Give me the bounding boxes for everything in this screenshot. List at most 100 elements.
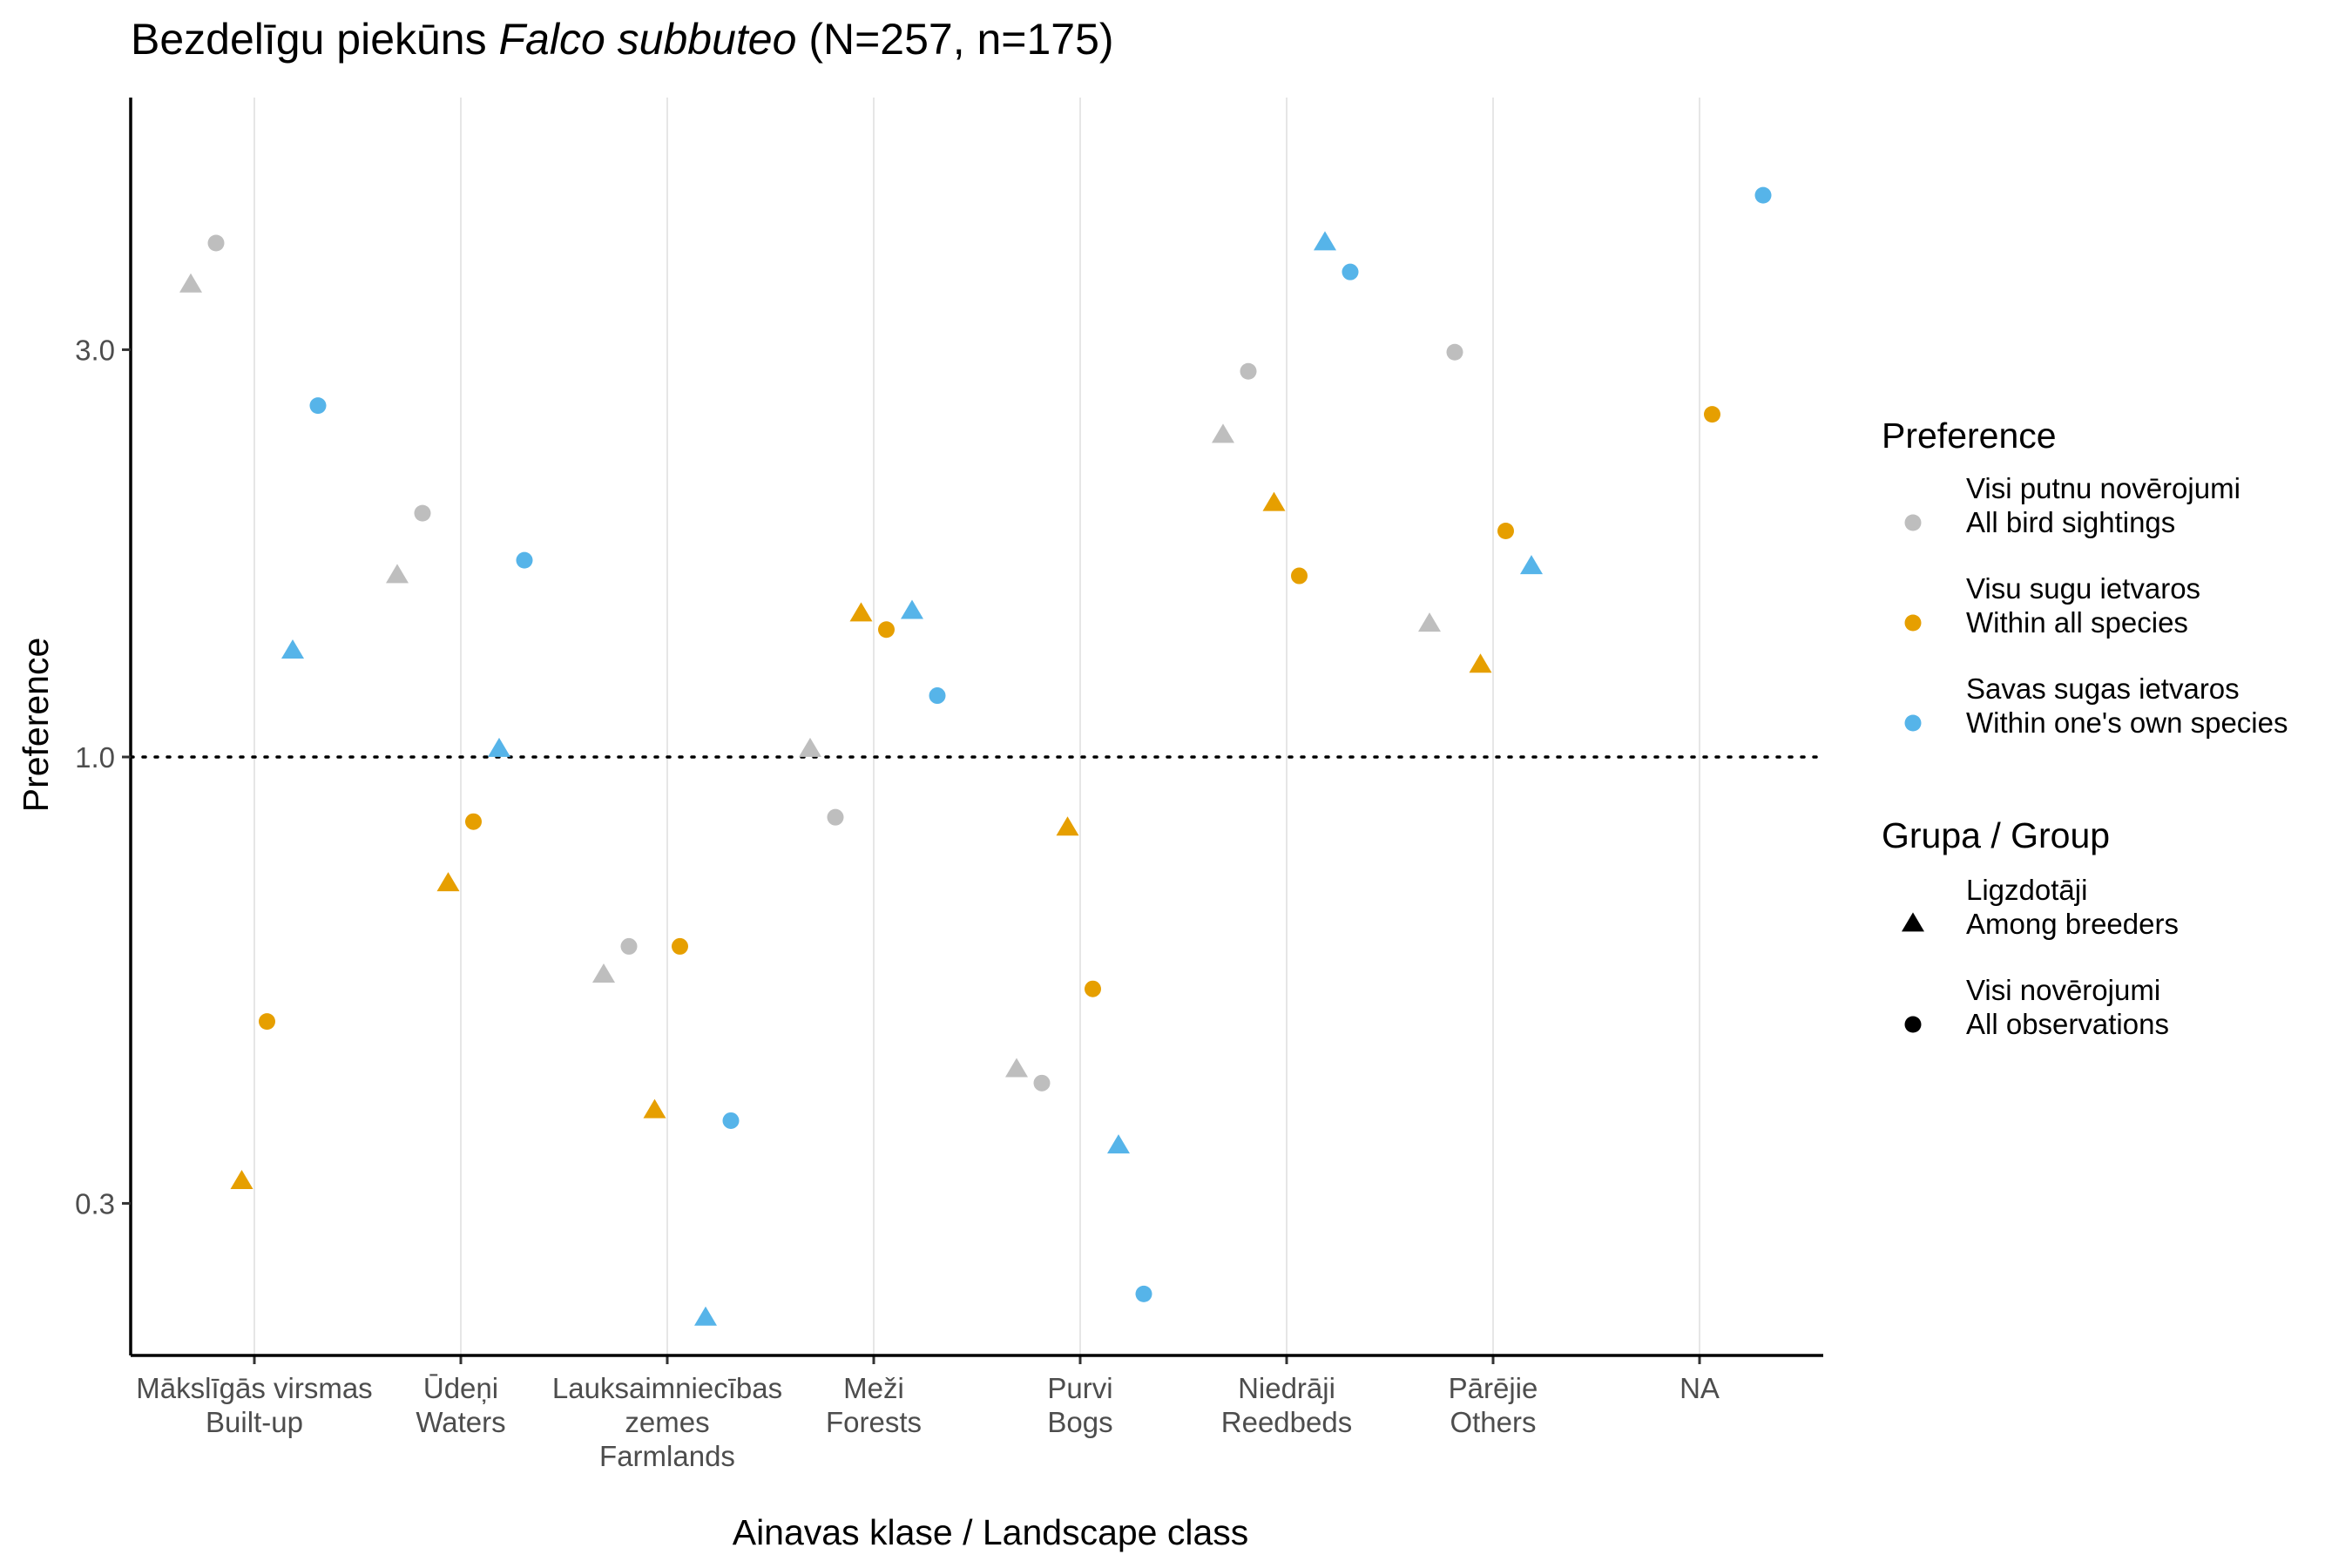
data-point-all_birds-all_obs-waters (414, 504, 431, 522)
legend-title-preference: Preference (1882, 416, 2057, 456)
legend-label-line: Visi novērojumi (1966, 974, 2160, 1006)
legend-key-own_species (1904, 714, 1922, 732)
legend-label-all_birds: Visi putnu novērojumi All bird sightings (1966, 472, 2240, 538)
data-point-own_species-breeders-reedbeds (1314, 231, 1336, 251)
data-point-all_birds-all_obs-farmlands (620, 937, 638, 955)
legend-label-line: Visu sugu ietvaros (1966, 572, 2200, 605)
data-point-all_species-breeders-builtup (230, 1169, 253, 1189)
legend-label-line: Savas sugas ietvaros (1966, 672, 2240, 705)
data-point-own_species-all_obs-na (1754, 186, 1772, 204)
x-tick-label-line: Lauksaimniecības (552, 1372, 782, 1404)
x-tick-label-line: Others (1450, 1406, 1536, 1438)
data-point-own_species-all_obs-reedbeds (1342, 263, 1359, 280)
data-point-all_species-all_obs-forests (878, 621, 895, 639)
data-point-all_species-all_obs-bogs (1085, 980, 1101, 997)
x-tick-label-bogs: Purvi Bogs (1047, 1372, 1112, 1438)
legend-key-all_birds (1904, 514, 1922, 531)
data-point-all_birds-all_obs-others (1446, 343, 1463, 361)
legend-label-line: All bird sightings (1966, 506, 2175, 538)
x-axis-title: Ainavas klase / Landscape class (733, 1512, 1249, 1552)
x-tick-label-line: Built-up (206, 1406, 303, 1438)
data-point-all_species-breeders-others (1469, 653, 1492, 673)
data-point-all_species-all_obs-farmlands (672, 937, 688, 955)
data-point-own_species-all_obs-waters (516, 551, 533, 569)
legend-label-line: Visi putnu novērojumi (1966, 472, 2240, 504)
data-point-own_species-all_obs-forests (929, 687, 946, 705)
x-tick-label-waters: Ūdeņi Waters (416, 1372, 505, 1438)
data-point-all_birds-breeders-bogs (1005, 1058, 1028, 1078)
legend-key-all_obs (1904, 1016, 1922, 1033)
x-tick-label-line: Bogs (1047, 1406, 1112, 1438)
data-point-own_species-breeders-forests (901, 599, 923, 619)
legend-label-line: All observations (1966, 1008, 2169, 1040)
x-tick-label-line: Waters (416, 1406, 505, 1438)
x-tick-label-line: Mākslīgās virsmas (136, 1372, 372, 1404)
x-tick-label-reedbeds: Niedrāji Reedbeds (1221, 1372, 1352, 1438)
axes-layer: Mākslīgās virsmas Built-up Ūdeņi Waters Lauk… (75, 98, 1823, 1472)
data-point-all_birds-breeders-builtup (179, 273, 202, 293)
x-tick-label-line: Ūdeņi (423, 1372, 498, 1404)
y-axis-title: Preference (16, 638, 56, 813)
legend-label-line: Ligzdotāji (1966, 874, 2087, 906)
data-point-all_species-breeders-reedbeds (1262, 491, 1286, 511)
x-tick-label-line: Niedrāji (1238, 1372, 1335, 1404)
x-tick-label-line: Meži (843, 1372, 904, 1404)
legend-label-own_species: Savas sugas ietvaros Within one's own spe… (1966, 672, 2288, 739)
data-point-own_species-breeders-farmlands (694, 1306, 717, 1326)
data-point-own_species-breeders-builtup (281, 639, 304, 659)
data-point-all_birds-all_obs-reedbeds (1240, 362, 1257, 380)
chart-title-prefix: Bezdelīgu piekūns (131, 15, 499, 64)
x-tick-label-forests: Meži Forests (826, 1372, 922, 1438)
data-point-all_species-all_obs-others (1497, 522, 1514, 539)
data-point-all_birds-breeders-reedbeds (1212, 423, 1234, 443)
legend-label-all_obs: Visi novērojumi All observations (1966, 974, 2169, 1040)
data-point-own_species-breeders-waters (488, 737, 510, 757)
x-tick-label-line: Purvi (1047, 1372, 1112, 1404)
chart-title-suffix: (N=257, n=175) (796, 15, 1113, 64)
data-point-all_birds-all_obs-builtup (207, 234, 225, 252)
data-point-all_species-all_obs-reedbeds (1291, 567, 1308, 585)
chart-title: Bezdelīgu piekūns Falco subbuteo (N=257,… (131, 15, 1114, 64)
x-tick-label-others: Pārējie Others (1449, 1372, 1538, 1438)
x-tick-label-farmlands: Lauksaimniecības zemes Farmlands (552, 1372, 782, 1472)
data-point-own_species-all_obs-bogs (1135, 1285, 1152, 1302)
legend-label-line: Within all species (1966, 606, 2188, 639)
y-tick-label: 0.3 (75, 1187, 115, 1220)
data-point-all_species-all_obs-builtup (259, 1013, 275, 1031)
legend: Preference Visi putnu novērojumi All bird … (1882, 416, 2288, 1040)
x-tick-label-na: NA (1680, 1372, 1720, 1404)
data-point-own_species-breeders-others (1520, 555, 1543, 575)
data-point-all_species-all_obs-na (1704, 406, 1720, 423)
chart-title-species: Falco subbuteo (499, 15, 797, 64)
grid-layer (253, 98, 1700, 1355)
legend-title-group: Grupa / Group (1882, 815, 2110, 855)
legend-key-all_species (1904, 614, 1922, 632)
y-tick-label: 1.0 (75, 741, 115, 774)
data-point-own_species-all_obs-farmlands (722, 1112, 740, 1129)
data-point-all_birds-breeders-waters (386, 564, 409, 584)
legend-label-breeders: Ligzdotāji Among breeders (1966, 874, 2179, 940)
data-point-all_birds-breeders-farmlands (592, 963, 615, 983)
legend-label-all_species: Visu sugu ietvaros Within all species (1966, 572, 2200, 639)
data-point-all_birds-breeders-forests (799, 737, 821, 757)
x-tick-label-line: Farmlands (599, 1440, 735, 1472)
x-tick-label-line: NA (1680, 1372, 1720, 1404)
data-point-all_species-breeders-farmlands (643, 1098, 666, 1119)
y-tick-label: 3.0 (75, 334, 115, 366)
legend-label-line: Within one's own species (1966, 706, 2288, 739)
x-tick-label-builtup: Mākslīgās virsmas Built-up (136, 1372, 372, 1438)
data-points-layer (179, 186, 1772, 1326)
x-tick-label-line: Forests (826, 1406, 922, 1438)
data-point-all_birds-breeders-others (1418, 612, 1441, 632)
data-point-own_species-all_obs-builtup (309, 397, 327, 415)
legend-key-breeders (1902, 912, 1924, 932)
legend-label-line: Among breeders (1966, 908, 2179, 940)
x-tick-label-line: zemes (625, 1406, 709, 1438)
data-point-all_species-breeders-bogs (1056, 816, 1079, 836)
x-tick-label-line: Pārējie (1449, 1372, 1538, 1404)
x-tick-label-line: Reedbeds (1221, 1406, 1352, 1438)
data-point-own_species-breeders-bogs (1107, 1134, 1130, 1154)
data-point-all_species-breeders-waters (436, 872, 460, 892)
data-point-all_species-breeders-forests (849, 602, 873, 622)
